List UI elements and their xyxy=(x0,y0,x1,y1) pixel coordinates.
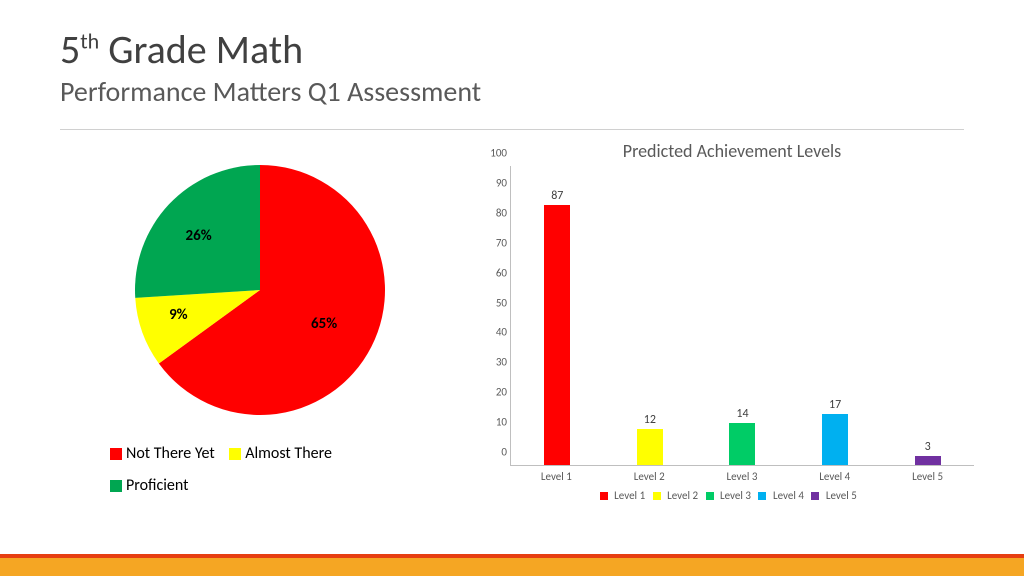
pie-panel: 65% 9% 26% Not There Yet Almost There Prof… xyxy=(60,140,460,502)
swatch-icon xyxy=(706,492,714,500)
bar-ytick: 0 xyxy=(481,446,507,459)
bar-legend-item: Level 2 xyxy=(653,489,706,502)
bar-value-label: 87 xyxy=(551,189,563,203)
bar-ytick: 90 xyxy=(481,176,507,189)
swatch-red xyxy=(110,448,122,460)
bar-xlabel: Level 2 xyxy=(603,470,696,483)
bar-xlabel: Level 4 xyxy=(788,470,881,483)
bar-slot: 87 xyxy=(511,166,604,465)
swatch-icon xyxy=(653,492,661,500)
swatch-icon xyxy=(758,492,766,500)
bar-slot: 14 xyxy=(696,166,789,465)
bar-value-label: 12 xyxy=(644,413,656,427)
bar-rect xyxy=(544,205,570,465)
bar-panel: Predicted Achievement Levels 87 12 14 17 3 0… xyxy=(470,140,994,502)
bar-legend: Level 1 Level 2 Level 3 Level 4 Level 5 xyxy=(470,489,994,502)
pie-slice-label: 9% xyxy=(169,306,188,324)
pie-slice-label: 65% xyxy=(311,315,337,333)
legend-almost-there: Almost There xyxy=(245,444,332,463)
bar-ytick: 30 xyxy=(481,356,507,369)
bar-slot: 12 xyxy=(604,166,697,465)
content: 65% 9% 26% Not There Yet Almost There Prof… xyxy=(0,130,1024,502)
bar-slot: 3 xyxy=(881,166,974,465)
pie-legend: Not There Yet Almost There Proficient xyxy=(60,438,460,502)
pie-svg xyxy=(130,160,390,420)
bar-chart: 871214173 0102030405060708090100 xyxy=(510,166,974,466)
bar-legend-item: Level 3 xyxy=(706,489,759,502)
footer-band xyxy=(0,554,1024,576)
bar-rect xyxy=(637,429,663,465)
bar-rect xyxy=(915,456,941,465)
bar-legend-item: Level 4 xyxy=(758,489,811,502)
title-sup: th xyxy=(80,28,99,55)
bar-chart-title: Predicted Achievement Levels xyxy=(470,140,994,162)
swatch-icon xyxy=(811,492,819,500)
pie-slice-label: 26% xyxy=(186,227,212,245)
bar-ytick: 20 xyxy=(481,386,507,399)
bar-ytick: 100 xyxy=(481,147,507,160)
bar-xlabel: Level 3 xyxy=(696,470,789,483)
bar-ytick: 40 xyxy=(481,326,507,339)
bar-ytick: 50 xyxy=(481,296,507,309)
page-subtitle: Performance Matters Q1 Assessment xyxy=(60,74,964,109)
page-title: 5th Grade Math xyxy=(60,28,964,72)
title-pre: 5 xyxy=(60,25,80,74)
bar-rect xyxy=(822,414,848,465)
bar-xlabels: Level 1Level 2Level 3Level 4Level 5 xyxy=(510,470,974,483)
bar-ytick: 80 xyxy=(481,206,507,219)
bar-xlabel: Level 5 xyxy=(881,470,974,483)
bar-value-label: 3 xyxy=(925,440,931,454)
bar-value-label: 14 xyxy=(736,407,748,421)
bar-value-label: 17 xyxy=(829,398,841,412)
bar-ytick: 60 xyxy=(481,266,507,279)
pie-chart: 65% 9% 26% xyxy=(130,160,390,420)
title-post: Grade Math xyxy=(99,25,303,74)
bar-ytick: 70 xyxy=(481,236,507,249)
bar-slot: 17 xyxy=(789,166,882,465)
swatch-yellow xyxy=(229,448,241,460)
bar-rect xyxy=(729,423,755,465)
swatch-green xyxy=(110,480,122,492)
bar-legend-item: Level 5 xyxy=(811,489,864,502)
header: 5th Grade Math Performance Matters Q1 As… xyxy=(0,0,1024,121)
bar-xlabel: Level 1 xyxy=(510,470,603,483)
swatch-icon xyxy=(600,492,608,500)
bar-legend-item: Level 1 xyxy=(600,489,653,502)
legend-proficient: Proficient xyxy=(126,476,189,495)
legend-not-there: Not There Yet xyxy=(126,444,215,463)
bar-ytick: 10 xyxy=(481,416,507,429)
